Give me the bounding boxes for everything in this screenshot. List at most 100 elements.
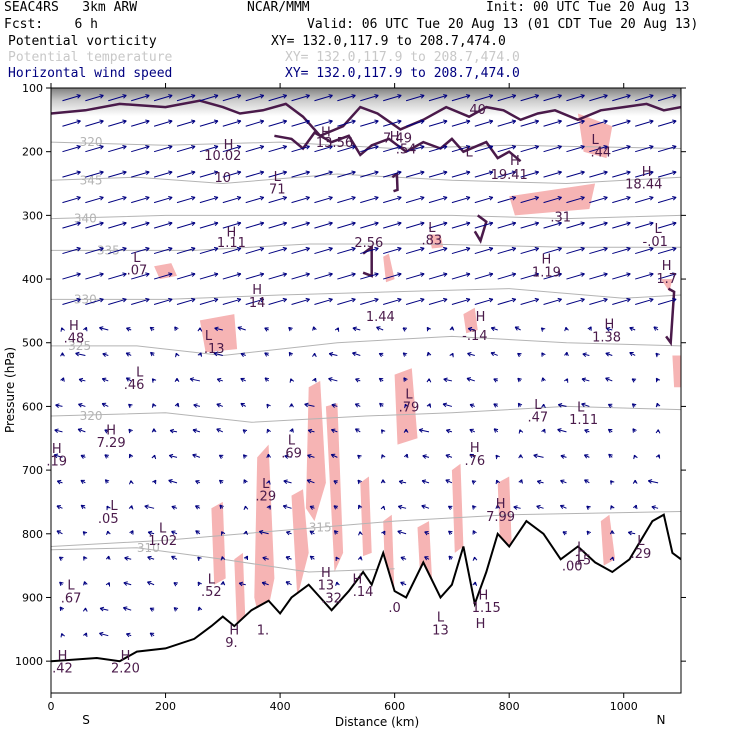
wind-vector — [189, 378, 201, 382]
wind-vector — [657, 273, 677, 280]
wind-vector — [397, 530, 407, 535]
wind-vector — [216, 403, 223, 407]
wind-vector — [468, 327, 475, 331]
wind-vector-head — [305, 246, 310, 252]
theta-isentrope — [51, 288, 681, 300]
wind-vector-head — [584, 479, 589, 484]
wind-vector — [62, 120, 81, 127]
pv-extremum-label: L — [637, 534, 645, 549]
wind-vector-head — [557, 428, 562, 433]
wind-vector-head — [420, 221, 425, 226]
wind-vector-head — [282, 246, 288, 252]
wind-vector-head — [147, 530, 153, 536]
pv-shaded-region — [199, 314, 238, 353]
wind-vector — [291, 171, 310, 178]
wind-vector-head — [236, 297, 242, 303]
wind-vector-head — [655, 429, 661, 434]
wind-vector-head — [560, 479, 565, 484]
wind-vector-head — [655, 377, 661, 383]
wind-vector — [153, 94, 173, 102]
wind-vector — [589, 222, 608, 229]
wind-vector-head — [672, 246, 677, 252]
wind-vector-head — [330, 428, 336, 433]
wind-vector-head — [213, 246, 219, 252]
wind-vector-head — [60, 377, 65, 382]
wind-vector — [612, 222, 631, 229]
pv-extremum-label: H — [476, 310, 486, 325]
pv-extremum-label: 10 — [215, 171, 232, 186]
wind-vector-head — [672, 297, 677, 303]
wind-vector-head — [213, 221, 219, 226]
wind-vector-head — [557, 119, 562, 125]
wind-vector-head — [534, 272, 540, 277]
wind-vector-head — [511, 170, 517, 176]
wind-vector — [581, 378, 590, 382]
wind-vector — [314, 247, 333, 255]
wind-vector-head — [330, 453, 336, 459]
y-tick-label: 800 — [22, 528, 43, 541]
wind-vector-head — [307, 453, 312, 459]
wind-vector-head — [351, 170, 356, 176]
wind-vector — [360, 298, 379, 306]
wind-vector-head — [334, 327, 340, 332]
wind-vector-head — [128, 505, 134, 510]
wind-vector-head — [672, 145, 677, 150]
pv-extremum-label: .00 — [562, 560, 583, 575]
wind-vector-head — [632, 428, 637, 433]
wind-vector — [520, 298, 539, 306]
wind-vector-head — [220, 581, 226, 586]
pv-extremum-label: .79 — [399, 400, 420, 415]
wind-vector-head — [421, 479, 427, 484]
wind-vector-head — [99, 326, 104, 331]
wind-vector-head — [266, 505, 271, 510]
wind-vector — [360, 94, 379, 102]
wind-vector-head — [76, 221, 81, 226]
wind-vector-head — [335, 556, 340, 562]
wind-vector-head — [467, 326, 473, 332]
wind-vector-head — [469, 453, 474, 459]
wind-vector — [108, 171, 127, 178]
wind-vector-head — [76, 145, 81, 150]
pv-extremum-label: H — [321, 125, 331, 140]
wind-vector-head — [402, 352, 408, 357]
wind-vector — [222, 222, 242, 229]
wind-vector-head — [149, 632, 155, 637]
wind-vector-head — [488, 119, 494, 125]
wind-vector-head — [105, 582, 111, 587]
wind-vector-head — [213, 170, 219, 176]
wind-vector — [314, 298, 333, 306]
wind-vector-head — [493, 378, 498, 383]
wind-vector-head — [397, 145, 402, 150]
wind-vector — [543, 171, 562, 178]
wind-vector — [192, 454, 201, 458]
pv-extremum-label: L — [577, 541, 585, 556]
wind-vector-head — [517, 377, 522, 383]
wind-vector-head — [465, 170, 471, 176]
wind-vector-head — [282, 94, 288, 99]
wind-vector — [237, 326, 246, 331]
wind-vector — [635, 94, 654, 102]
wind-vector — [635, 273, 654, 280]
wind-vector — [62, 298, 81, 306]
wind-vector-head — [351, 272, 356, 277]
wind-vector-head — [580, 94, 585, 99]
wind-vector — [62, 196, 81, 204]
wind-vector-layer — [53, 94, 677, 638]
wind-vector — [451, 171, 471, 178]
wind-vector-head — [152, 403, 157, 408]
wind-vector-head — [580, 170, 585, 176]
wind-vector — [328, 378, 338, 382]
wind-vector — [153, 247, 173, 255]
wind-vector-head — [443, 297, 448, 303]
wind-vector-head — [564, 351, 569, 357]
wind-vector-head — [99, 195, 104, 201]
wind-vector-head — [633, 454, 638, 460]
wind-vector-head — [99, 221, 104, 226]
wind-vector-head — [54, 428, 59, 434]
wind-vector — [199, 247, 219, 255]
wind-vector-head — [218, 454, 224, 459]
wind-vector — [245, 247, 264, 255]
wind-vector-head — [649, 145, 654, 150]
wind-vector — [99, 607, 109, 611]
wind-vector — [497, 273, 516, 280]
